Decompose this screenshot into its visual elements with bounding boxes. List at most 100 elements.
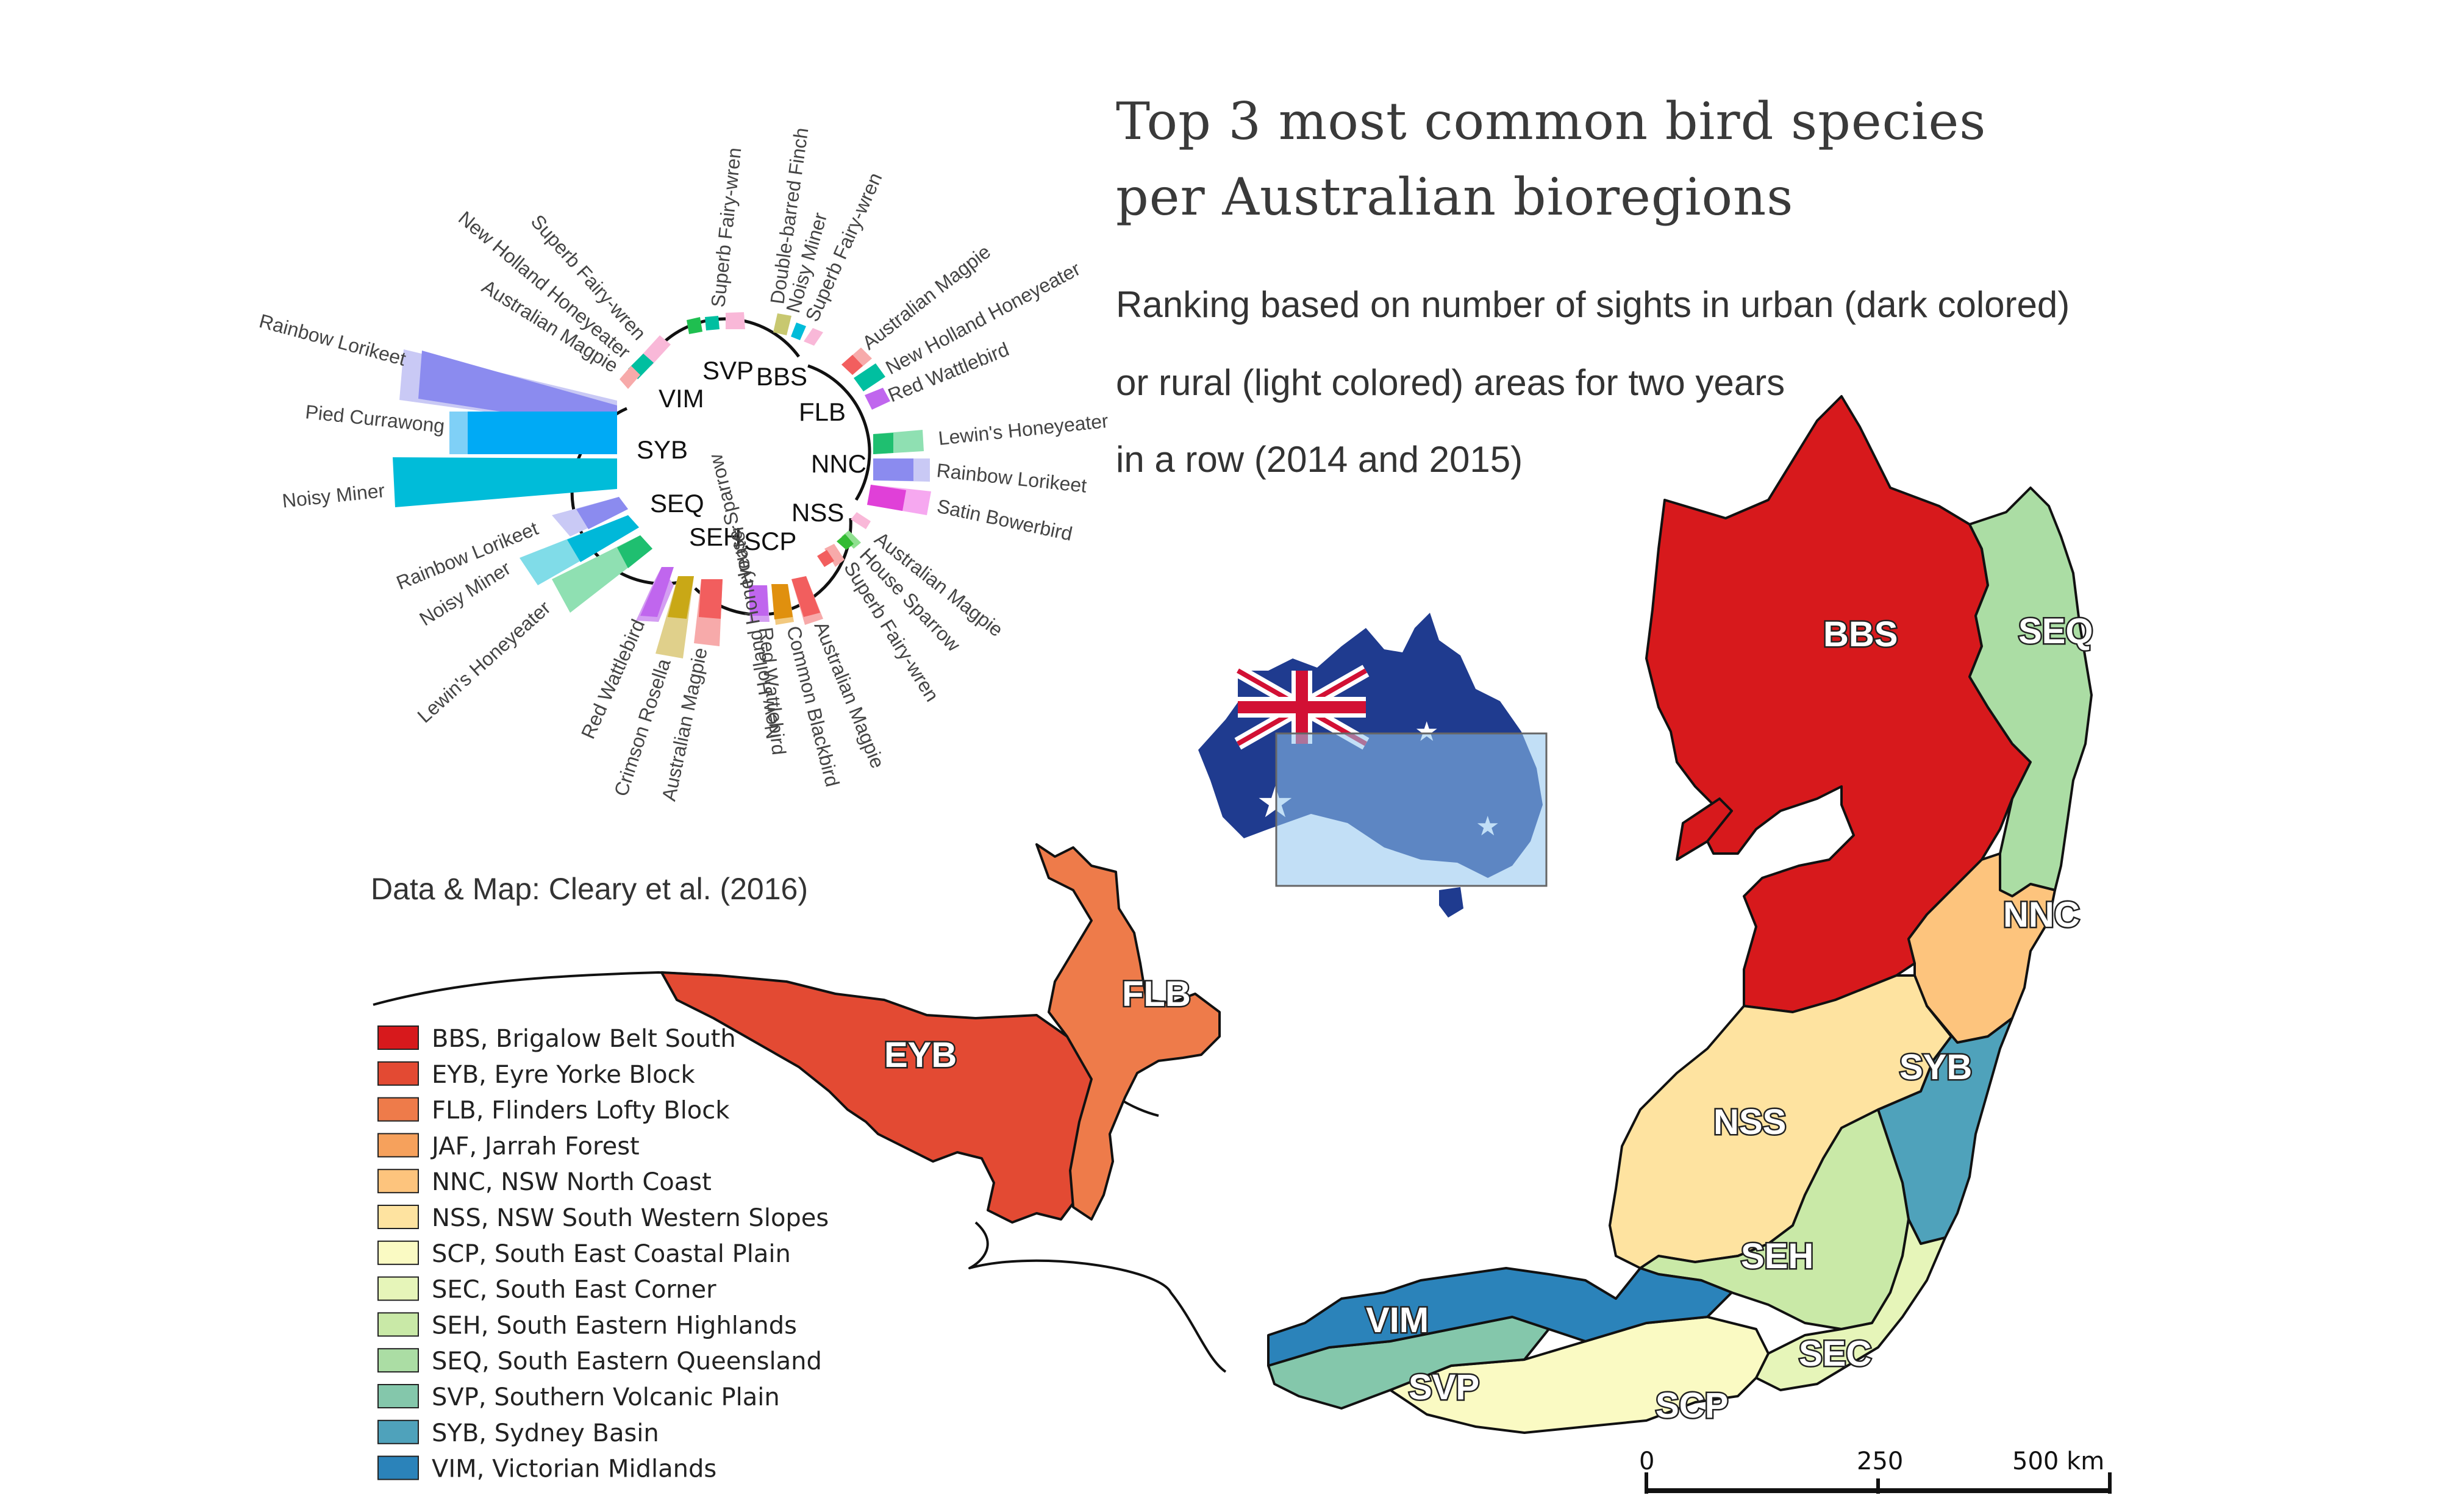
legend-swatch bbox=[377, 1276, 419, 1301]
bar-nss-australian-magpie-urban bbox=[817, 550, 834, 567]
bar-seh-red-wattlebird-urban bbox=[640, 567, 674, 617]
scale-bar: 0 250 500 km bbox=[1639, 1447, 2112, 1494]
radial-code-seh: SEH bbox=[689, 522, 741, 551]
study-area-highlight bbox=[1275, 732, 1548, 887]
bar-svp-new-holland-honeyeater bbox=[705, 316, 720, 330]
title-line-1: Top 3 most common bird species bbox=[1116, 91, 1986, 151]
region-sec bbox=[1755, 1218, 1946, 1391]
tasmania bbox=[1439, 887, 1463, 918]
map-label-eyb: EYB bbox=[884, 1035, 957, 1075]
region-flb bbox=[1035, 843, 1221, 1221]
region-vim bbox=[1267, 1267, 1733, 1367]
coastline-west bbox=[373, 971, 720, 1006]
legend-label: SVP, Southern Volcanic Plain bbox=[432, 1383, 780, 1411]
radial-code-flb: FLB bbox=[799, 398, 846, 426]
legend-swatch bbox=[377, 1384, 419, 1408]
bar-scp-common-blackbird-urban bbox=[771, 584, 793, 619]
map-label-syb: SYB bbox=[1899, 1047, 1972, 1087]
map-label-seq: SEQ bbox=[2018, 612, 2093, 651]
region-eyb bbox=[660, 971, 1099, 1224]
legend-label: NNC, NSW North Coast bbox=[432, 1168, 712, 1196]
legend-swatch bbox=[377, 1133, 419, 1158]
map-label-nss: NSS bbox=[1713, 1102, 1786, 1142]
union-jack bbox=[1234, 665, 1370, 750]
bar-flb-red-wattlebird bbox=[865, 388, 890, 410]
legend-label: BBS, Brigalow Belt South bbox=[432, 1025, 736, 1053]
map-label-scp: SCP bbox=[1656, 1386, 1728, 1425]
legend-label: EYB, Eyre Yorke Block bbox=[432, 1061, 696, 1089]
inset-australia-map: ★ ★ ★ bbox=[1198, 613, 1548, 918]
radial-label-syb-2: Pied Currawong bbox=[304, 401, 446, 437]
map-label-vim: VIM bbox=[1366, 1300, 1429, 1340]
radial-code-scp: SCP bbox=[744, 527, 796, 555]
bar-seh-australian-magpie-urban bbox=[699, 579, 723, 619]
region-bbs-fragment bbox=[1676, 797, 1733, 861]
bar-scp-red-wattlebird-urban bbox=[749, 585, 768, 616]
legend-swatch bbox=[377, 1169, 419, 1194]
legend-swatch bbox=[377, 1061, 419, 1086]
legend-label: NSS, NSW South Western Slopes bbox=[432, 1204, 829, 1232]
legend-swatch bbox=[377, 1312, 419, 1337]
map-label-seh: SEH bbox=[1741, 1236, 1813, 1276]
bar-seh-crimson-rosella-urban bbox=[668, 576, 694, 619]
radial-label-svp-3: House Sparrow bbox=[704, 451, 759, 588]
radial-code-bbs: BBS bbox=[756, 362, 807, 391]
radial-code-syb: SYB bbox=[637, 435, 688, 464]
title-line-2: per Australian bioregions bbox=[1116, 167, 1793, 227]
radial-label-nnc-2: Rainbow Lorikeet bbox=[935, 459, 1088, 497]
bar-flb-new-holland-honeyeater bbox=[854, 363, 885, 391]
map-label-bbs: BBS bbox=[1823, 615, 1898, 654]
legend-swatch bbox=[377, 1025, 419, 1050]
scale-label-500: 500 km bbox=[2012, 1447, 2104, 1475]
bar-vim-australian-magpie bbox=[620, 366, 640, 389]
subtitle-line-1: Ranking based on number of sights in urb… bbox=[1116, 284, 2070, 325]
map-label-flb: FLB bbox=[1122, 974, 1191, 1014]
legend-label: SEH, South Eastern Highlands bbox=[432, 1311, 797, 1339]
map-label-svp: SVP bbox=[1409, 1368, 1479, 1407]
bar-syb-rainbow-lorikeet-urban bbox=[418, 351, 617, 430]
radial-code-nnc: NNC bbox=[811, 449, 866, 478]
legend-label: VIM, Victorian Midlands bbox=[432, 1455, 716, 1483]
legend-swatch bbox=[377, 1205, 419, 1229]
radial-label-nnc-1: Lewin's Honeyeater bbox=[937, 410, 1110, 449]
legend-label: SEC, South East Corner bbox=[432, 1276, 716, 1304]
map-label-nnc: NNC bbox=[2003, 895, 2080, 935]
bar-bbs-double-barred-finch bbox=[773, 313, 791, 335]
legend-label: SEQ, South Eastern Queensland bbox=[432, 1347, 822, 1375]
legend-swatch bbox=[377, 1240, 419, 1265]
data-credit: Data & Map: Cleary et al. (2016) bbox=[371, 872, 808, 906]
bar-flb-australian-magpie-urban bbox=[841, 355, 863, 375]
bar-bbs-superb-fairy-wren bbox=[804, 328, 823, 346]
bar-nss-superb-fairy-wren-rural bbox=[851, 512, 871, 529]
scale-label-250: 250 bbox=[1857, 1447, 1903, 1475]
radial-label-syb-1: Noisy Miner bbox=[281, 479, 386, 512]
radial-code-nss: NSS bbox=[791, 498, 844, 527]
legend-swatch bbox=[377, 1419, 419, 1444]
radial-label-syb-3: Rainbow Lorikeet bbox=[257, 310, 408, 370]
radial-code-svp: SVP bbox=[702, 356, 754, 385]
bar-nss-house-sparrow-rural bbox=[841, 530, 861, 549]
bar-nnc-lewins-honeyeater-urban bbox=[873, 433, 893, 454]
radial-label-nnc-3: Satin Bowerbird bbox=[935, 495, 1074, 545]
legend-swatch bbox=[377, 1097, 419, 1122]
radial-code-vim: VIM bbox=[659, 384, 704, 413]
legend-label: FLB, Flinders Lofty Block bbox=[432, 1097, 730, 1125]
bar-syb-noisy-miner bbox=[393, 457, 617, 507]
bar-nss-australian-magpie bbox=[824, 544, 845, 567]
subtitle-line-3: in a row (2014 and 2015) bbox=[1116, 439, 1523, 480]
bar-seq-rainbow-lorikeet-urban bbox=[576, 497, 628, 529]
legend-label: SYB, Sydney Basin bbox=[432, 1419, 659, 1447]
radial-label-svp-1: Superb Fairy-wren bbox=[707, 146, 745, 308]
bar-seq-noisy-miner-urban bbox=[567, 515, 639, 562]
region-scp bbox=[1389, 1316, 1770, 1434]
subtitle-line-2: or rural (light colored) areas for two y… bbox=[1116, 362, 1785, 403]
legend-label: SCP, South East Coastal Plain bbox=[432, 1240, 791, 1268]
bar-nnc-rainbow-lorikeet-urban bbox=[873, 458, 913, 481]
bar-nnc-satin-bowerbird-urban bbox=[867, 485, 906, 511]
legend-label: JAF, Jarrah Forest bbox=[430, 1132, 640, 1160]
legend-swatch bbox=[377, 1348, 419, 1373]
radial-bar-chart: SVP BBS FLB NNC NSS SCP SEH SEQ SYB VIM bbox=[257, 126, 1109, 803]
radial-code-seq: SEQ bbox=[650, 489, 704, 518]
map-legend: BBS, Brigalow Belt South EYB, Eyre Yorke … bbox=[377, 1025, 829, 1483]
